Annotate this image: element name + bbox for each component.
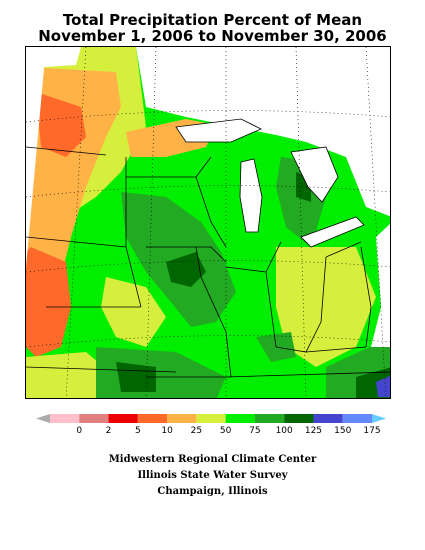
graticule — [26, 47, 390, 398]
map-title-line-2: November 1, 2006 to November 30, 2006 — [38, 27, 387, 45]
map-title-line-1: Total Precipitation Percent of Mean — [62, 11, 363, 29]
legend-swatch — [137, 414, 168, 423]
legend-tick-label: 10 — [161, 426, 173, 436]
map-region-normal-low-central — [101, 277, 166, 347]
legend-swatch — [254, 414, 285, 423]
precipitation-map — [25, 46, 391, 399]
state-boundaries — [26, 146, 390, 378]
legend-swatch — [167, 414, 197, 423]
map-region-normal-low-south — [26, 352, 116, 398]
legend-swatch-below-0 — [36, 414, 50, 423]
legend-tick-label: 100 — [276, 426, 293, 436]
legend-tick-label: 25 — [191, 426, 202, 436]
map-region-very-wet-iowa — [166, 252, 206, 287]
legend-swatch — [50, 414, 80, 423]
credit-line-1: Midwestern Regional Climate Center — [108, 454, 317, 465]
map-region-no-data-east-edge — [371, 223, 390, 347]
lake-michigan — [239, 158, 263, 233]
legend-swatch — [342, 414, 372, 423]
legend-swatch-above-200 — [372, 414, 386, 423]
map-region-no-data-west-edge — [26, 47, 46, 267]
legend-swatch — [284, 414, 314, 423]
map-region-extreme-wet — [376, 375, 390, 397]
legend-swatch — [108, 414, 138, 423]
lake-erie — [300, 216, 365, 248]
map-region-very-wet-south — [116, 362, 156, 392]
map-region-very-dry-sw — [31, 307, 61, 352]
legend-tick-label: 125 — [305, 426, 322, 436]
legend-tick-label: 175 — [363, 426, 380, 436]
credit-line-3: Champaign, Illinois — [157, 486, 268, 497]
legend-tick-label: 5 — [135, 426, 141, 436]
lake-superior — [175, 118, 262, 143]
legend-tick-label: 50 — [220, 426, 232, 436]
legend-tick-label: 150 — [334, 426, 351, 436]
credit-line-2: Illinois State Water Survey — [137, 470, 288, 481]
color-legend: 02510255075100125150175200 — [36, 414, 386, 436]
legend-swatch — [196, 414, 226, 423]
legend-swatch — [79, 414, 109, 423]
legend-swatch — [313, 414, 343, 423]
lake-huron — [290, 146, 339, 203]
map-region-normal-low-east — [276, 247, 376, 367]
legend-swatch — [225, 414, 255, 423]
map-region-very-dry-north — [36, 92, 86, 157]
legend-tick-label: 75 — [249, 426, 260, 436]
map-canvas — [26, 47, 390, 398]
map-region-no-data-canada — [136, 47, 390, 217]
legend-tick-label: 2 — [106, 426, 112, 436]
legend-tick-label: 0 — [76, 426, 82, 436]
